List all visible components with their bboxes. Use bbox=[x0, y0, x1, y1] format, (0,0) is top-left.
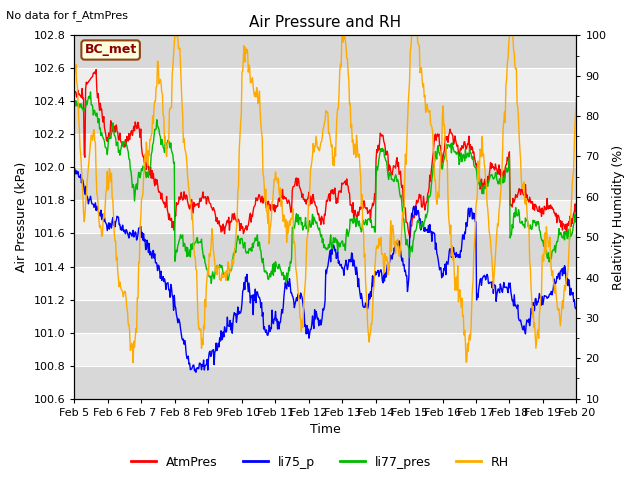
Bar bbox=[74, 266, 577, 300]
Y-axis label: Air Pressure (kPa): Air Pressure (kPa) bbox=[15, 162, 28, 272]
Bar bbox=[74, 168, 577, 201]
Bar bbox=[74, 68, 577, 101]
Bar bbox=[74, 233, 577, 266]
Text: BC_met: BC_met bbox=[84, 44, 137, 57]
Text: No data for f_AtmPres: No data for f_AtmPres bbox=[6, 10, 129, 21]
Title: Air Pressure and RH: Air Pressure and RH bbox=[250, 15, 401, 30]
Y-axis label: Relativity Humidity (%): Relativity Humidity (%) bbox=[612, 144, 625, 289]
Bar bbox=[74, 366, 577, 398]
Bar bbox=[74, 300, 577, 333]
Legend: AtmPres, li75_p, li77_pres, RH: AtmPres, li75_p, li77_pres, RH bbox=[126, 451, 514, 474]
Bar bbox=[74, 333, 577, 366]
Bar bbox=[74, 201, 577, 233]
X-axis label: Time: Time bbox=[310, 423, 341, 436]
Bar bbox=[74, 101, 577, 134]
Bar bbox=[74, 36, 577, 68]
Bar bbox=[74, 134, 577, 168]
